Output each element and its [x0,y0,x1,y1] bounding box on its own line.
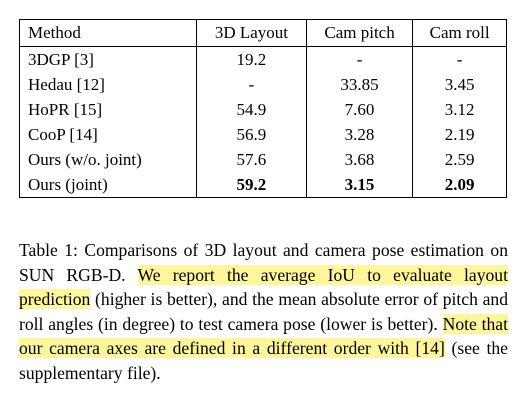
table-row: Ours (w/o. joint) 57.6 3.68 2.59 [19,147,507,172]
header-cam-pitch: Cam pitch [305,19,414,47]
caption-text: (higher is better), and the mean absolut… [19,289,508,334]
cell-layout: 54.9 [196,97,307,122]
cell-layout: 57.6 [196,147,307,172]
cell-roll-best: 2.09 [412,172,507,198]
cell-pitch-best: 3.15 [305,172,414,198]
cell-pitch: 7.60 [305,97,414,122]
cell-method: Hedau [12] [19,72,197,97]
cell-method: Ours (w/o. joint) [19,147,197,172]
cell-roll: 3.12 [412,97,507,122]
results-table: Method 3D Layout Cam pitch Cam roll 3DGP… [19,19,507,198]
cell-pitch: 3.28 [305,122,414,147]
header-method: Method [19,19,197,47]
table-caption: Table 1: Comparisons of 3D layout and ca… [19,238,508,386]
table-row: 3DGP [3] 19.2 - - [19,46,507,72]
cell-layout: - [196,72,307,97]
cell-method: 3DGP [3] [19,46,197,72]
table-row: HoPR [15] 54.9 7.60 3.12 [19,97,507,122]
cell-layout: 56.9 [196,122,307,147]
cell-method: CooP [14] [19,122,197,147]
table-row: Ours (joint) 59.2 3.15 2.09 [19,172,507,198]
cell-pitch: 33.85 [305,72,414,97]
table-row: CooP [14] 56.9 3.28 2.19 [19,122,507,147]
cell-layout-best: 59.2 [196,172,307,198]
cell-roll: - [412,46,507,72]
cell-method: Ours (joint) [19,172,197,198]
cell-layout: 19.2 [196,46,307,72]
header-3d-layout: 3D Layout [196,19,307,47]
cell-roll: 3.45 [412,72,507,97]
cell-pitch: - [305,46,414,72]
cell-method: HoPR [15] [19,97,197,122]
table-header-row: Method 3D Layout Cam pitch Cam roll [19,19,507,47]
header-cam-roll: Cam roll [412,19,507,47]
cell-roll: 2.19 [412,122,507,147]
cell-roll: 2.59 [412,147,507,172]
cell-pitch: 3.68 [305,147,414,172]
caption-text: Table 1: Comparisons of 3D layout and ca… [19,240,508,285]
table-row: Hedau [12] - 33.85 3.45 [19,72,507,97]
caption-text: (see the supplementary file). [19,338,508,383]
